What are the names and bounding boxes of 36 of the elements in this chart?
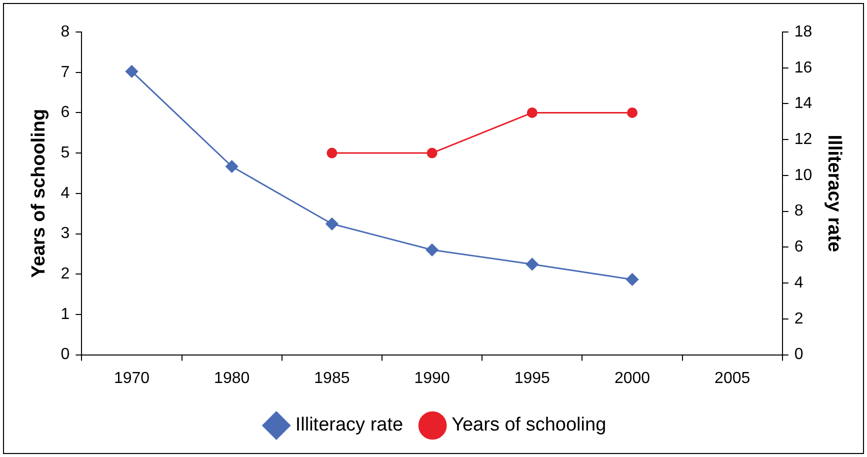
point: [526, 258, 538, 270]
y2-tick-label: 4: [794, 274, 804, 292]
point: [326, 218, 338, 230]
x-tick-label: 2005: [714, 370, 750, 387]
x-tick-label: 1980: [214, 370, 250, 387]
x-tick-label: 1990: [414, 370, 450, 387]
y2-tick-label: 10: [794, 166, 812, 184]
y2-axis-title: Illiteracy rate: [823, 134, 844, 252]
legend-label: Illiteracy rate: [295, 414, 404, 436]
y2-tick-label: 0: [794, 346, 804, 364]
point: [126, 65, 138, 78]
y-tick-label: 4: [60, 184, 70, 202]
y2-tick-label: 18: [794, 23, 812, 40]
point: [626, 273, 638, 286]
y-tick-label: 8: [60, 23, 70, 40]
point: [426, 244, 438, 256]
legend-label: Years of schooling: [452, 414, 606, 436]
y2-tick-label: 6: [794, 238, 804, 256]
y2-tick-label: 16: [794, 59, 812, 76]
y2-tick-label: 14: [794, 95, 812, 112]
x-tick-label: 1985: [314, 370, 350, 387]
y-tick-label: 0: [60, 346, 70, 364]
y-tick-label: 7: [60, 64, 70, 81]
y-tick-label: 5: [60, 144, 70, 162]
x-tick-label: 1995: [514, 370, 550, 387]
y-tick-label: 1: [60, 306, 70, 323]
y2-tick-label: 8: [794, 202, 804, 220]
y-axis-title: Years of schooling: [28, 108, 50, 278]
y2-tick-label: 2: [794, 310, 804, 328]
y-tick-label: 6: [60, 104, 70, 122]
y-tick-label: 2: [60, 266, 70, 283]
point: [226, 160, 238, 173]
y-tick-label: 3: [60, 225, 70, 242]
y2-tick-label: 12: [794, 131, 812, 148]
x-tick-label: 2000: [614, 370, 650, 387]
x-tick-label: 1970: [114, 370, 150, 387]
